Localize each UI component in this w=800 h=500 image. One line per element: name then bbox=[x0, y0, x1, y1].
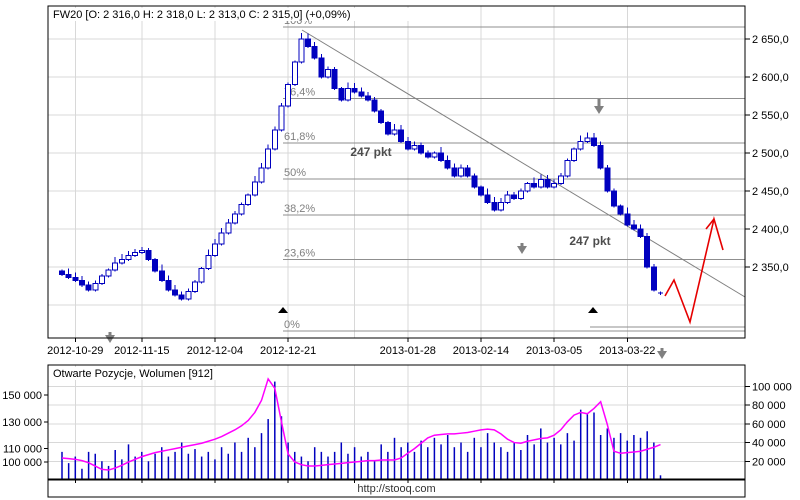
black-triangle-icon bbox=[278, 307, 288, 313]
vol-tick-label: 60 000 bbox=[752, 419, 786, 431]
volume-bars bbox=[61, 381, 662, 479]
price-tick-label: 2 400,0 bbox=[752, 224, 789, 236]
op-tick-label: 100 000 bbox=[2, 457, 42, 469]
vol-tick-label: 40 000 bbox=[752, 438, 786, 450]
date-tick-label: 2012-12-04 bbox=[187, 345, 243, 357]
date-tick-label: 2013-01-28 bbox=[380, 345, 436, 357]
vol-tick-label: 80 000 bbox=[752, 400, 786, 412]
fib-label: 50% bbox=[284, 167, 306, 179]
gray-arrow-up-icon bbox=[105, 332, 115, 343]
main-chart-title: FW20 [O: 2 316,0 H: 2 318,0 L: 2 313,0 C… bbox=[53, 9, 350, 21]
footer-frame bbox=[47, 479, 746, 498]
volume-title-bg bbox=[50, 367, 260, 380]
date-tick-label: 2012-11-15 bbox=[114, 345, 169, 357]
price-tick-label: 2 350,0 bbox=[752, 262, 789, 274]
fib-label: 23,6% bbox=[284, 247, 315, 259]
fib-lines: 100%76,4%61,8%50%38,2%23,6%0% bbox=[283, 15, 745, 332]
date-tick-label: 2013-03-05 bbox=[526, 345, 582, 357]
fib-label: 38,2% bbox=[284, 203, 315, 215]
fib-label: 0% bbox=[284, 319, 300, 331]
price-tick-label: 2 450,0 bbox=[752, 186, 789, 198]
fib-label: 76,4% bbox=[284, 87, 315, 99]
date-axis: 2012-10-29 2012-11-15 2012-12-04 2012-12-21… bbox=[47, 338, 655, 357]
pkt-label: 247 pkt bbox=[350, 145, 391, 159]
open-positions-line bbox=[61, 377, 661, 471]
date-tick-label: 2012-12-21 bbox=[260, 345, 316, 357]
volume-panel-title: Otwarte Pozycje, Wolumen [912] bbox=[53, 368, 213, 380]
price-tick-label: 2 550,0 bbox=[752, 110, 789, 122]
red-arrow bbox=[664, 215, 724, 325]
main-frame bbox=[47, 5, 746, 339]
price-tick-label: 2 600,0 bbox=[752, 72, 789, 84]
date-tick-label: 2013-03-22 bbox=[599, 345, 655, 357]
op-tick-label: 110 000 bbox=[3, 444, 42, 456]
pkt-label: 247 pkt bbox=[569, 234, 610, 248]
price-axis: 2 650,0 2 600,0 2 550,0 2 500,0 2 450,0 2 400… bbox=[745, 34, 789, 274]
fib-label: 61,8% bbox=[284, 131, 315, 143]
stooq-link[interactable]: http://stooq.com bbox=[357, 483, 435, 495]
gray-arrow-down-icon bbox=[594, 99, 604, 114]
main-gridlines bbox=[48, 6, 745, 338]
vol-tick-label: 100 000 bbox=[752, 381, 792, 393]
main-title-bg bbox=[50, 8, 442, 21]
price-tick-label: 2 650,0 bbox=[752, 34, 789, 46]
volume-bottom-ticks bbox=[74, 479, 628, 483]
op-tick-label: 150 000 bbox=[2, 390, 42, 402]
date-tick-label: 2013-02-14 bbox=[453, 345, 509, 357]
vol-tick-label: 20 000 bbox=[752, 456, 786, 468]
price-tick-label: 2 500,0 bbox=[752, 148, 789, 160]
gray-arrow-up-icon bbox=[517, 243, 527, 254]
black-triangle-icon bbox=[588, 307, 598, 313]
gray-arrow-up-icon bbox=[657, 348, 667, 359]
volume-right-axis: 100 000 80 000 60 000 40 000 20 000 bbox=[745, 381, 792, 468]
candlesticks bbox=[59, 32, 663, 301]
trendline bbox=[301, 29, 746, 298]
date-tick-label: 2012-10-29 bbox=[47, 345, 103, 357]
op-tick-label: 130 000 bbox=[2, 417, 42, 429]
